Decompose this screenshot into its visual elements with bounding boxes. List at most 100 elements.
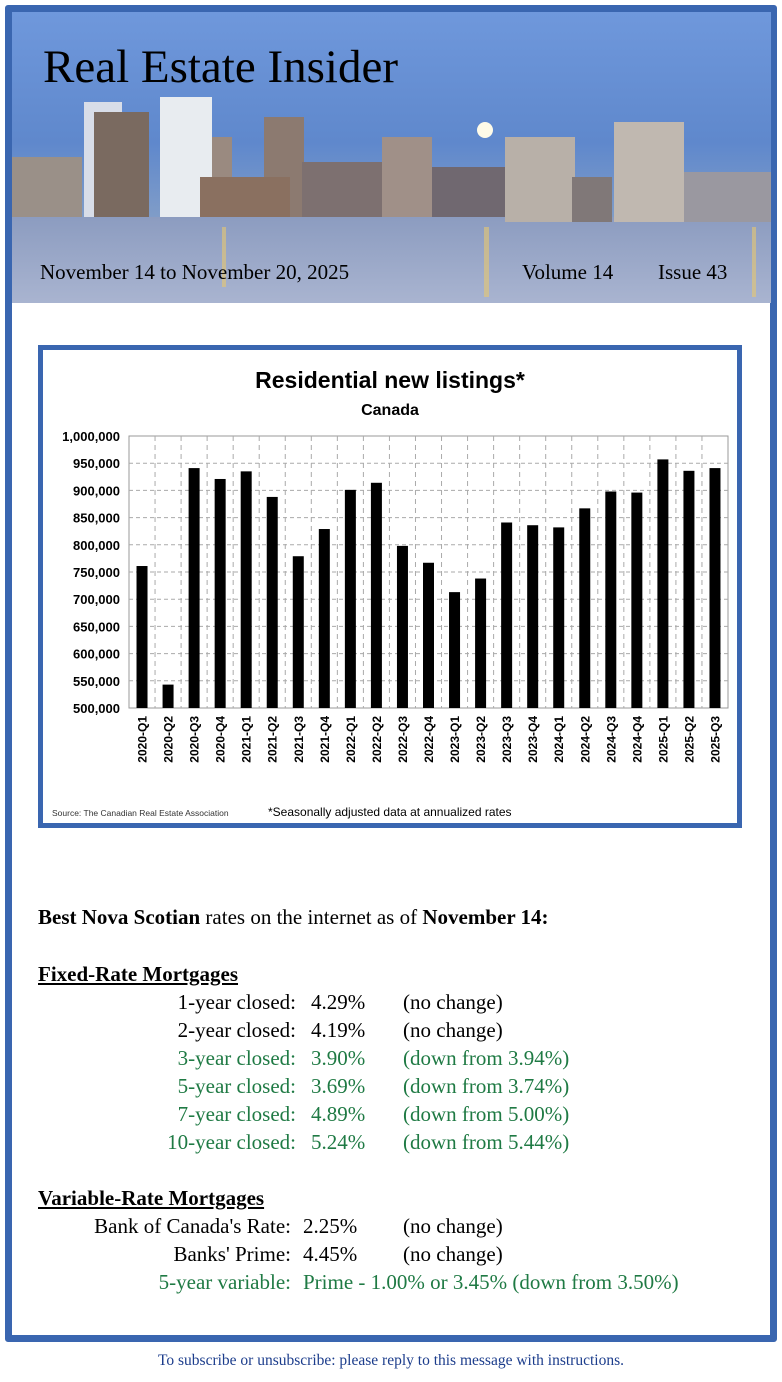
y-tick-label: 950,000 [73, 456, 120, 471]
x-tick-label: 2025-Q2 [682, 716, 696, 763]
x-tick-label: 2024-Q1 [552, 716, 566, 763]
x-tick-label: 2024-Q2 [578, 716, 592, 763]
chart-footnote: *Seasonally adjusted data at annualized … [268, 805, 512, 819]
x-tick-label: 2021-Q2 [266, 716, 280, 763]
bar-2024-Q2 [579, 508, 591, 708]
x-tick-label: 2025-Q3 [708, 716, 722, 763]
intro-bold-date: November 14: [422, 905, 549, 929]
x-tick-label: 2021-Q3 [292, 716, 306, 763]
date-range: November 14 to November 20, 2025 [40, 260, 350, 284]
fixed-rate-change: (no change) [403, 1018, 503, 1042]
newsletter-title: Real Estate Insider [43, 41, 398, 93]
issue-number: Issue 43 [658, 260, 728, 284]
x-tick-label: 2023-Q4 [526, 716, 540, 763]
chart-title: Residential new listings* [255, 367, 525, 393]
variable-rate-heading: Variable-Rate Mortgages [38, 1186, 265, 1210]
bar-2023-Q1 [449, 592, 461, 708]
listings-bar-chart: Residential new listings* Canada Source:… [52, 367, 729, 819]
fixed-rate-heading: Fixed-Rate Mortgages [38, 962, 239, 986]
fixed-rate-change: (no change) [403, 990, 503, 1014]
y-tick-label: 1,000,000 [62, 429, 120, 444]
chart-source: Source: The Canadian Real Estate Associa… [52, 808, 229, 818]
x-tick-label: 2022-Q1 [344, 716, 358, 763]
y-tick-label: 800,000 [73, 538, 120, 553]
x-tick-label: 2025-Q1 [656, 716, 670, 763]
x-tick-label: 2023-Q1 [448, 716, 462, 763]
bar-2025-Q1 [657, 459, 669, 708]
bar-2024-Q1 [553, 527, 565, 708]
bar-2025-Q2 [683, 470, 695, 708]
fixed-rate-change: (down from 5.00%) [403, 1102, 570, 1126]
fixed-rate-value: 3.69% [311, 1074, 366, 1098]
intro-bold-region: Best Nova Scotian [38, 905, 201, 929]
bar-2021-Q2 [266, 496, 278, 708]
bar-2020-Q4 [214, 478, 226, 708]
fixed-rate-label: 7-year closed: [177, 1102, 296, 1126]
bar-2025-Q3 [709, 468, 721, 708]
x-tick-label: 2021-Q1 [240, 716, 254, 763]
x-tick-label: 2023-Q3 [500, 716, 514, 763]
fixed-rate-change: (down from 3.94%) [403, 1046, 570, 1070]
volume-number: Volume 14 [522, 260, 614, 284]
variable-rate-label: Bank of Canada's Rate: [94, 1214, 291, 1238]
x-tick-label: 2022-Q2 [370, 716, 384, 763]
rates-intro: Best Nova Scotian rates on the internet … [38, 905, 549, 930]
x-tick-label: 2024-Q4 [630, 716, 644, 763]
x-tick-label: 2023-Q2 [474, 716, 488, 763]
y-tick-label: 500,000 [73, 701, 120, 716]
bar-2022-Q4 [423, 562, 434, 708]
fixed-rate-label: 1-year closed: [177, 990, 296, 1014]
bar-2021-Q3 [292, 556, 304, 708]
fixed-rate-value: 4.89% [311, 1102, 366, 1126]
bar-2022-Q2 [370, 482, 382, 708]
x-tick-label: 2020-Q4 [214, 716, 228, 763]
variable-rate-label: 5-year variable: [158, 1270, 291, 1294]
y-tick-label: 700,000 [73, 592, 120, 607]
intro-text: rates on the internet as of [200, 905, 423, 929]
bar-2020-Q3 [188, 468, 200, 708]
bar-2023-Q4 [527, 525, 539, 708]
x-tick-label: 2020-Q3 [188, 716, 202, 763]
bar-2020-Q1 [136, 566, 148, 708]
fixed-rate-value: 5.24% [311, 1130, 366, 1154]
y-tick-label: 650,000 [73, 619, 120, 634]
fixed-rate-change: (down from 3.74%) [403, 1074, 570, 1098]
chart-container: Residential new listings* Canada Source:… [38, 345, 742, 828]
x-tick-label: 2022-Q3 [396, 716, 410, 763]
y-tick-label: 750,000 [73, 565, 120, 580]
bar-2024-Q3 [605, 491, 617, 708]
x-tick-label: 2021-Q4 [318, 716, 332, 763]
fixed-rate-label: 2-year closed: [177, 1018, 296, 1042]
header-banner: Real Estate Insider November 14 to Novem… [12, 12, 771, 303]
bar-2024-Q4 [631, 492, 643, 708]
chart-subtitle: Canada [361, 402, 419, 419]
x-tick-label: 2020-Q1 [136, 716, 150, 763]
variable-rate-value: 4.45% [303, 1242, 358, 1266]
bar-2022-Q3 [396, 545, 408, 708]
city-skyline-image [12, 97, 771, 303]
bar-2021-Q1 [240, 471, 252, 708]
fixed-rate-label: 3-year closed: [177, 1046, 296, 1070]
bar-2020-Q2 [162, 684, 174, 708]
x-tick-label: 2020-Q2 [162, 716, 176, 763]
bar-2021-Q4 [318, 529, 330, 708]
x-tick-label: 2022-Q4 [422, 716, 436, 763]
variable-rate-value: Prime - 1.00% or 3.45% (down from 3.50%) [303, 1270, 679, 1294]
bar-2023-Q2 [475, 578, 487, 708]
fixed-rate-label: 10-year closed: [167, 1130, 296, 1154]
fixed-rate-label: 5-year closed: [177, 1074, 296, 1098]
fixed-rate-value: 4.29% [311, 990, 366, 1014]
variable-rate-change: (no change) [403, 1242, 503, 1266]
y-tick-label: 900,000 [73, 483, 120, 498]
bar-2022-Q1 [344, 489, 356, 708]
subscribe-footer: To subscribe or unsubscribe: please repl… [158, 1352, 624, 1369]
variable-rate-value: 2.25% [303, 1214, 358, 1238]
bar-2023-Q3 [501, 522, 513, 708]
variable-rate-change: (no change) [403, 1214, 503, 1238]
fixed-rate-value: 3.90% [311, 1046, 366, 1070]
y-tick-label: 550,000 [73, 674, 120, 689]
fixed-rate-value: 4.19% [311, 1018, 366, 1042]
y-tick-label: 850,000 [73, 511, 120, 526]
x-tick-label: 2024-Q3 [604, 716, 618, 763]
variable-rate-label: Banks' Prime: [173, 1242, 291, 1266]
